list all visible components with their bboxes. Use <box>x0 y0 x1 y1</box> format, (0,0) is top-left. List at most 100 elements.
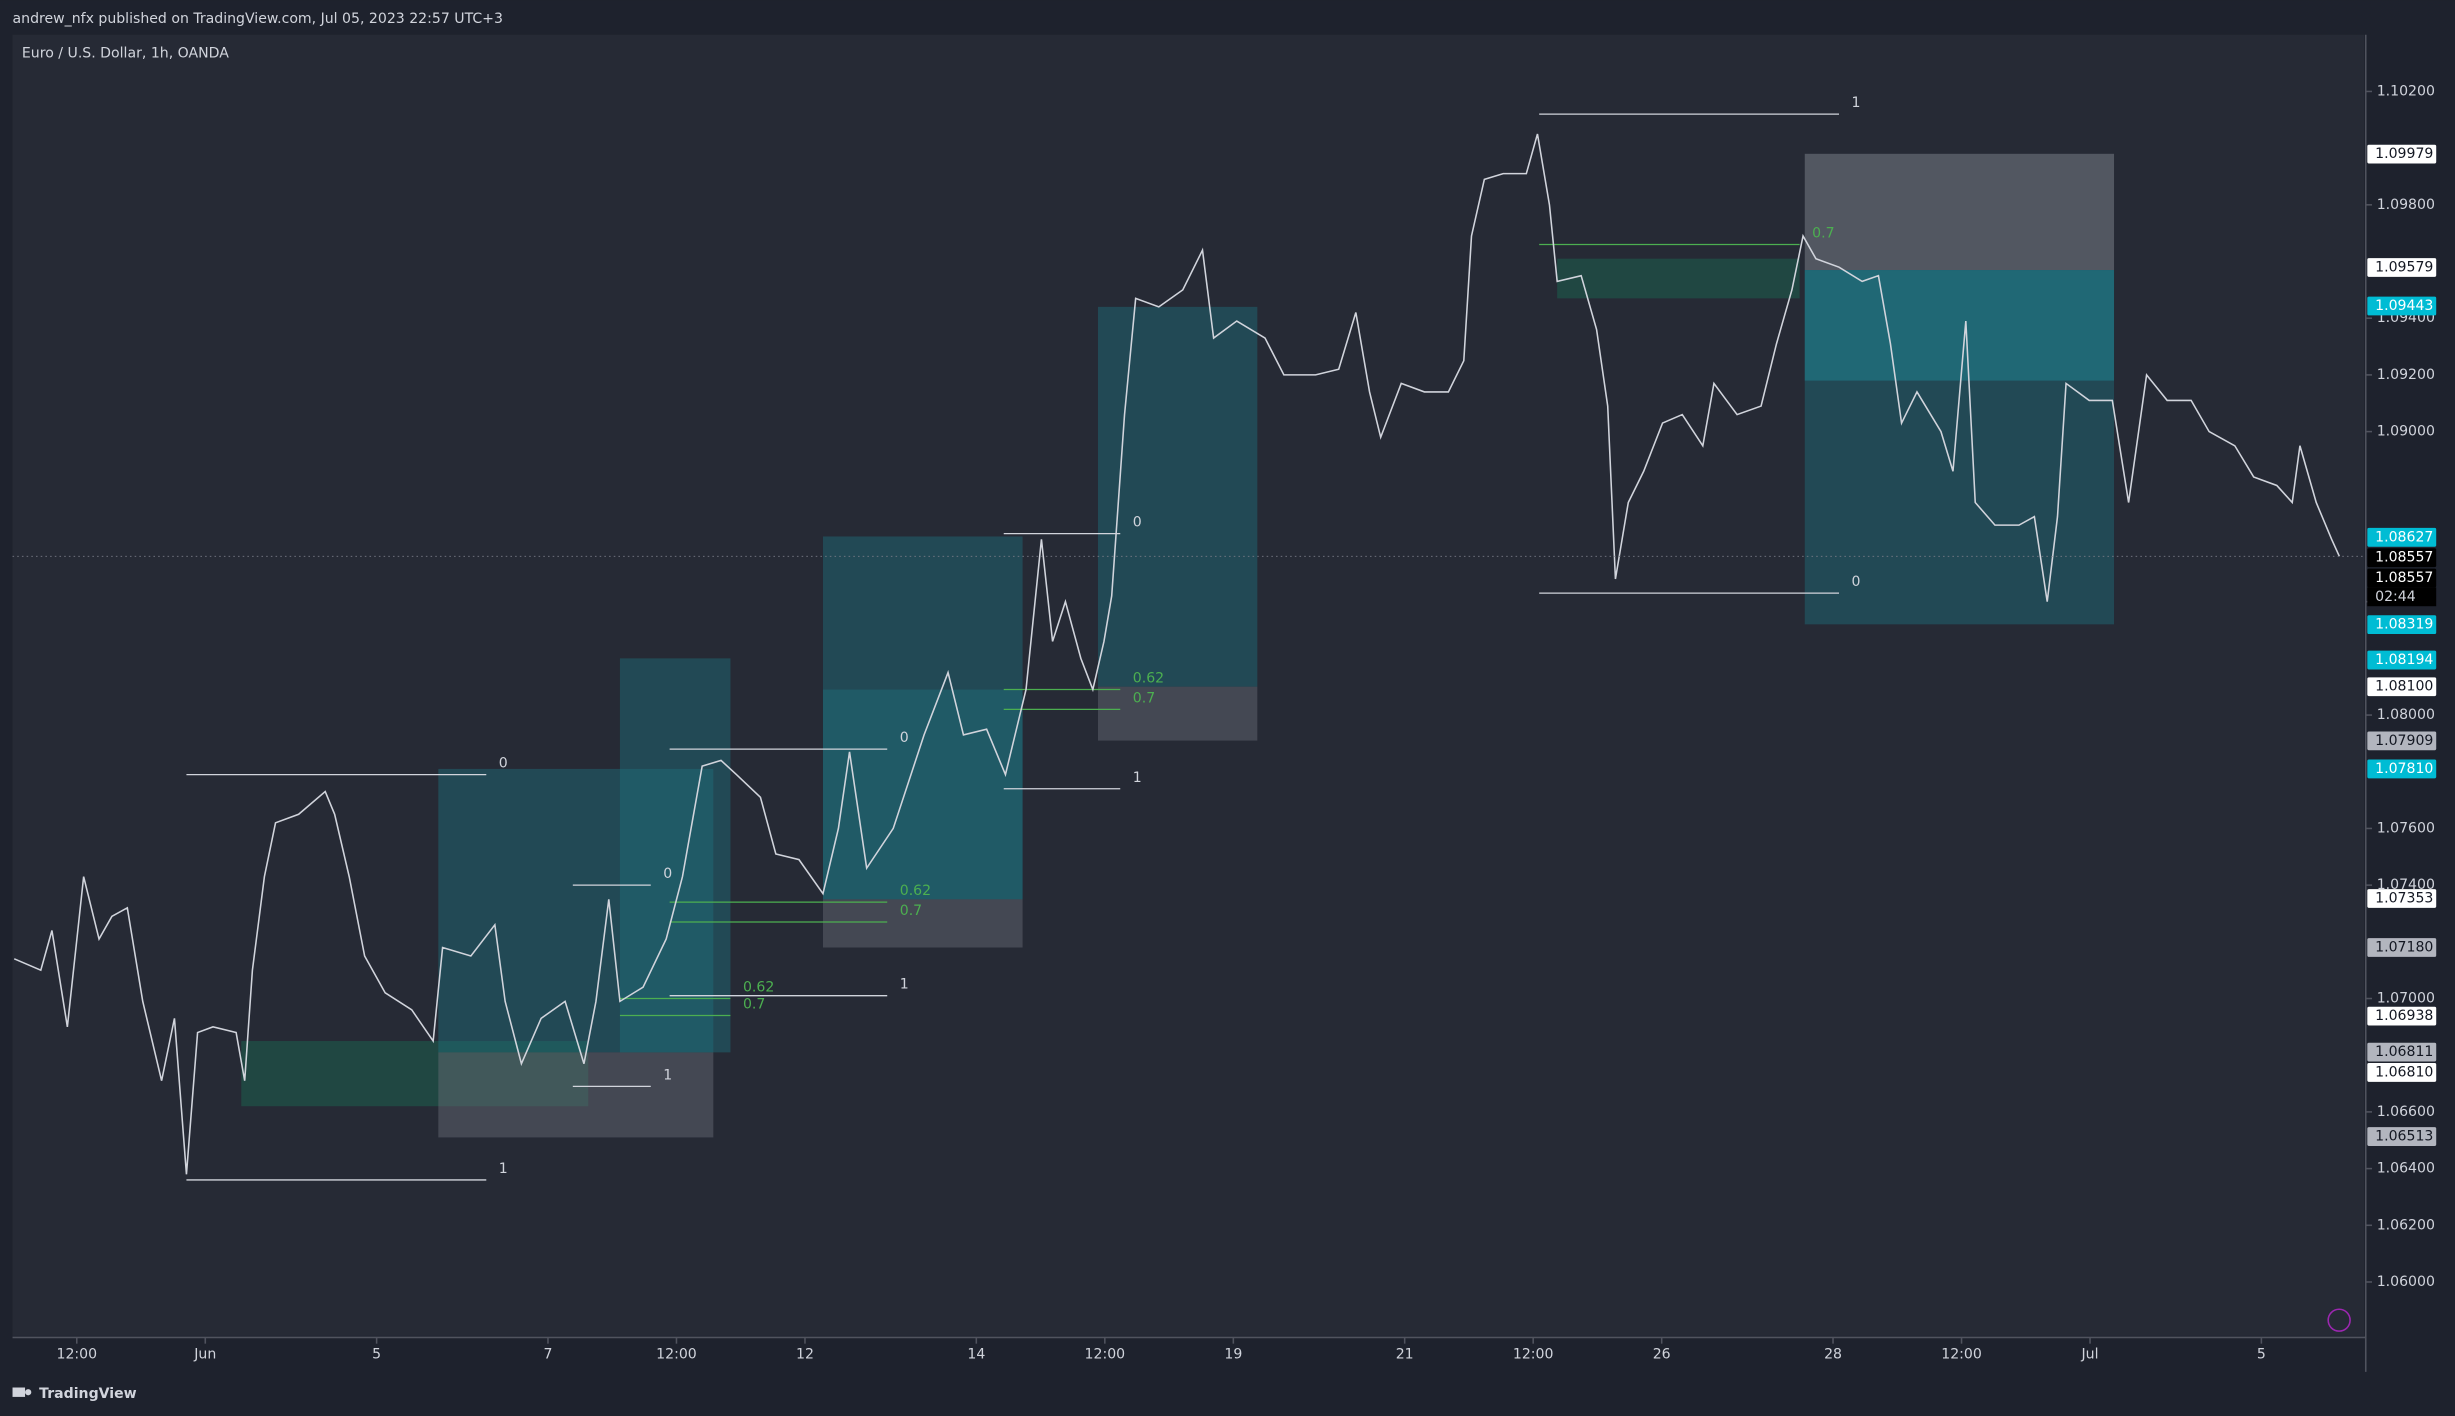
price-line <box>13 133 2341 1175</box>
x-tick-label: 12:00 <box>656 1347 697 1363</box>
position-zone <box>1557 258 1800 299</box>
price-label-bg <box>2367 568 2437 588</box>
fib-ratio-label: 0.7 <box>743 997 765 1013</box>
price-label: 1.09979 <box>2375 146 2433 162</box>
position-zone <box>619 658 731 1053</box>
price-label: 1.07180 <box>2375 939 2433 955</box>
x-tick-label: 7 <box>543 1347 552 1363</box>
price-label-bg <box>2367 677 2437 697</box>
x-tick-label: Jun <box>193 1347 216 1363</box>
position-zone <box>822 689 1023 900</box>
x-tick-label: 12:00 <box>56 1347 97 1363</box>
price-label: 1.07810 <box>2375 761 2433 777</box>
y-tick-label: 1.06000 <box>2377 1274 2435 1290</box>
price-label-bg <box>2367 296 2437 316</box>
price-label: 1.06810 <box>2375 1064 2433 1080</box>
position-zone <box>438 768 714 1053</box>
y-tick-label: 1.08000 <box>2377 707 2435 723</box>
fib-ratio-label: 0 <box>1133 515 1142 531</box>
symbol-title: Euro / U.S. Dollar, 1h, OANDA <box>22 46 229 62</box>
position-zone <box>1804 270 2115 381</box>
price-label: 1.08627 <box>2375 529 2433 545</box>
x-tick-label: Jul <box>2081 1347 2099 1363</box>
x-tick-label: 12:00 <box>1085 1347 1126 1363</box>
price-label-bg <box>2367 650 2437 670</box>
y-tick-label: 1.07000 <box>2377 991 2435 1007</box>
x-tick-label: 21 <box>1396 1347 1414 1363</box>
price-label: 1.07909 <box>2375 733 2433 749</box>
x-tick-label: 12:00 <box>1513 1347 1554 1363</box>
y-tick-label: 1.07600 <box>2377 820 2435 836</box>
price-label: 1.08100 <box>2375 679 2433 695</box>
position-zone <box>1097 686 1258 741</box>
position-zone <box>241 1041 589 1107</box>
price-label: 1.08194 <box>2375 652 2433 668</box>
x-tick-label: 12:00 <box>1941 1347 1982 1363</box>
fib-ratio-label: 0 <box>900 730 909 746</box>
price-label-bg <box>2367 258 2437 277</box>
fib-ratio-label: 0.7 <box>1812 226 1834 242</box>
x-tick-label: 14 <box>967 1347 985 1363</box>
fib-ratio-label: 0.62 <box>900 883 931 899</box>
fib-ratio-label: 0 <box>663 866 672 882</box>
fib-ratio-label: 1 <box>900 977 909 993</box>
y-tick-label: 1.09200 <box>2377 367 2435 383</box>
position-zone <box>822 899 1023 948</box>
price-label-bg <box>2367 759 2437 779</box>
price-label: 1.08557 <box>2375 550 2433 566</box>
y-tick-label: 1.09800 <box>2377 197 2435 213</box>
price-label-bg <box>2367 527 2437 547</box>
fib-ratio-label: 0.7 <box>900 903 922 919</box>
price-label-bg <box>2367 1006 2437 1026</box>
fib-ratio-label: 1 <box>663 1067 672 1083</box>
countdown: 02:44 <box>2375 589 2416 605</box>
price-label-bg <box>2367 548 2437 568</box>
fib-ratio-label: 0.62 <box>1133 671 1164 687</box>
x-tick-label: 5 <box>2257 1347 2266 1363</box>
price-label-bg <box>2367 889 2437 908</box>
price-label-bg <box>2367 615 2437 635</box>
x-tick-label: 12 <box>796 1347 814 1363</box>
y-tick-label: 1.06400 <box>2377 1161 2435 1177</box>
position-zone <box>438 1052 714 1138</box>
alert-icon[interactable] <box>2327 1308 2351 1332</box>
brand[interactable]: TradingView <box>39 1386 137 1402</box>
fib-ratio-label: 1 <box>499 1161 508 1177</box>
fib-ratio-label: 1 <box>1852 95 1861 111</box>
price-label-bg <box>2367 1063 2437 1082</box>
plot-area <box>12 34 2365 1336</box>
x-tick-label: 28 <box>1824 1347 1842 1363</box>
y-tick-label: 1.09000 <box>2377 424 2435 440</box>
price-label: 1.06811 <box>2375 1044 2433 1060</box>
price-label: 1.06513 <box>2375 1129 2433 1145</box>
price-label-bg <box>2367 938 2437 957</box>
x-tick-label: 5 <box>372 1347 381 1363</box>
y-tick-label: 1.06200 <box>2377 1217 2435 1233</box>
position-zone <box>1804 153 2115 271</box>
price-label-bg <box>2367 731 2437 751</box>
price-label-bg <box>2367 1042 2437 1062</box>
price-label: 1.09579 <box>2375 259 2433 275</box>
position-zone <box>822 536 1023 900</box>
y-tick-label: 1.06600 <box>2377 1104 2435 1120</box>
x-tick-label: 26 <box>1653 1347 1671 1363</box>
price-label: 1.08319 <box>2375 617 2433 633</box>
publisher-header: andrew_nfx published on TradingView.com,… <box>13 11 503 27</box>
fib-ratio-label: 0 <box>1852 574 1861 590</box>
price-label-bg <box>2367 144 2437 164</box>
fib-ratio-label: 0 <box>499 756 508 772</box>
fib-ratio-label: 1 <box>1133 770 1142 786</box>
price-label: 1.07353 <box>2375 890 2433 906</box>
countdown-bg <box>2367 587 2437 607</box>
y-tick-label: 1.10200 <box>2377 83 2435 99</box>
fib-ratio-label: 0.7 <box>1133 690 1155 706</box>
x-tick-label: 19 <box>1224 1347 1242 1363</box>
price-label-bg <box>2367 1127 2437 1146</box>
position-zone <box>1097 306 1258 687</box>
price-label: 1.09443 <box>2375 298 2433 314</box>
price-label: 1.06938 <box>2375 1008 2433 1024</box>
fib-ratio-label: 0.62 <box>743 980 774 996</box>
tv-logo <box>12 1387 32 1397</box>
